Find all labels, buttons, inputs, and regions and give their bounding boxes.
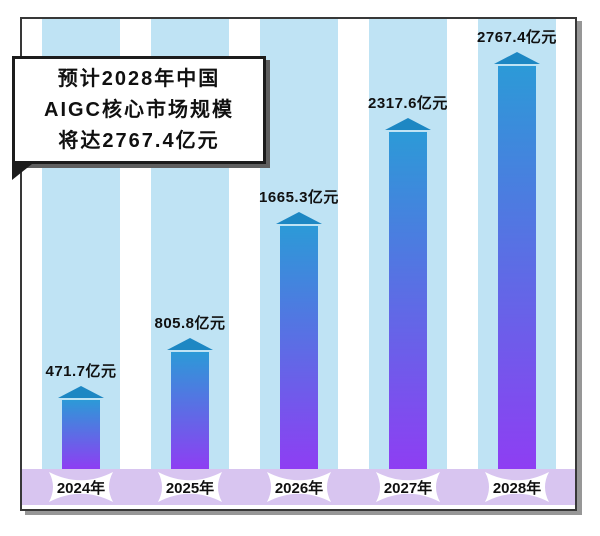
bar-value-label: 471.7亿元 [45, 363, 117, 380]
bar-peak-cap-icon [385, 118, 431, 130]
ribbon-shape-icon [267, 472, 331, 502]
year-label: 2027年 [383, 479, 433, 497]
ribbon-shape-icon [376, 472, 440, 502]
bar-peak-cap-icon [494, 52, 540, 64]
year-ribbon: 2024年 [49, 472, 113, 502]
market-size-bar [62, 400, 100, 469]
year-label: 2025年 [165, 479, 215, 497]
year-ribbon: 2028年 [485, 472, 549, 502]
year-ribbon: 2027年 [376, 472, 440, 502]
callout-text-line-1: 预计2028年中国 [57, 67, 221, 90]
column-background: 1665.3亿元 [259, 19, 339, 469]
ribbon-shape-icon [485, 472, 549, 502]
callout-text-line-2: AIGC核心市场规模 [44, 98, 234, 121]
bar-peak-cap-icon [58, 386, 104, 398]
column-background: 2317.6亿元 [368, 19, 448, 469]
ribbon-shape-icon [49, 472, 113, 502]
bar-value-label: 1665.3亿元 [259, 189, 339, 206]
market-size-bar [280, 226, 318, 469]
market-size-bar [389, 132, 427, 469]
ribbon-shape-icon [158, 472, 222, 502]
market-size-bar [171, 352, 209, 469]
market-size-bar [498, 66, 536, 469]
callout-text-line-3: 将达2767.4亿元 [58, 129, 220, 152]
year-ribbon: 2025年 [158, 472, 222, 502]
bar-value-label: 805.8亿元 [154, 315, 226, 332]
bar-peak-cap-icon [276, 212, 322, 224]
year-label: 2028年 [492, 479, 542, 497]
bar-value-label: 2767.4亿元 [477, 29, 557, 46]
callout-box: 预计2028年中国 AIGC核心市场规模 将达2767.4亿元 [12, 56, 266, 180]
year-ribbon: 2026年 [267, 472, 331, 502]
year-label: 2026年 [274, 479, 324, 497]
column-background: 2767.4亿元 [477, 19, 557, 469]
bar-value-label: 2317.6亿元 [368, 95, 448, 112]
bar-peak-cap-icon [167, 338, 213, 350]
year-label: 2024年 [56, 479, 106, 497]
year-axis-band: 2024年 2025年 2026年 2027年 2028年 [22, 469, 575, 505]
